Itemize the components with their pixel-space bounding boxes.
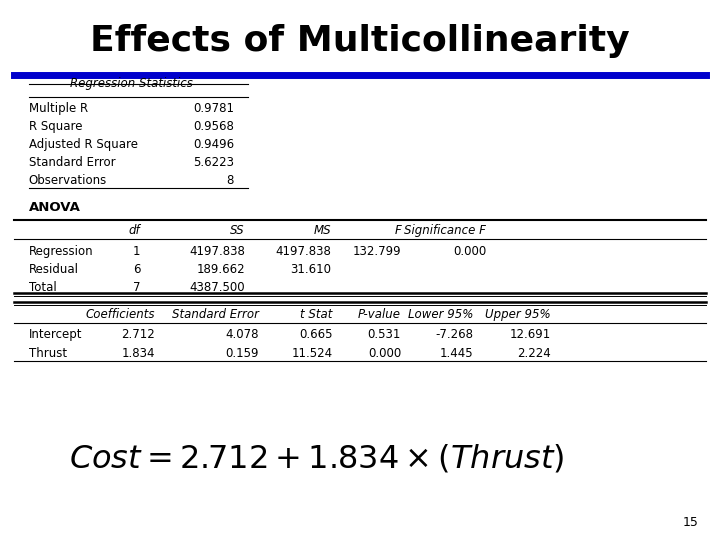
Text: P-value: P-value [358,308,401,321]
Text: 4.078: 4.078 [225,328,259,341]
Text: Standard Error: Standard Error [29,156,115,168]
Text: 4197.838: 4197.838 [275,245,331,258]
Text: Significance F: Significance F [404,224,486,237]
Text: 7: 7 [133,281,140,294]
Text: Adjusted R Square: Adjusted R Square [29,138,138,151]
Text: 1.445: 1.445 [440,347,474,360]
Text: Regression: Regression [29,245,94,258]
Text: R Square: R Square [29,120,82,133]
Text: Thrust: Thrust [29,347,67,360]
Text: 0.665: 0.665 [299,328,333,341]
Text: F: F [395,224,402,237]
Text: 0.531: 0.531 [368,328,401,341]
Text: 0.9568: 0.9568 [193,120,234,133]
Text: 5.6223: 5.6223 [193,156,234,168]
Text: Lower 95%: Lower 95% [408,308,474,321]
Text: MS: MS [314,224,331,237]
Text: Regression Statistics: Regression Statistics [70,77,193,90]
Text: Multiple R: Multiple R [29,102,88,115]
Text: Coefficients: Coefficients [85,308,155,321]
Text: 6: 6 [133,263,140,276]
Text: Total: Total [29,281,57,294]
Text: 1: 1 [133,245,140,258]
Text: 132.799: 132.799 [353,245,402,258]
Text: Upper 95%: Upper 95% [485,308,551,321]
Text: 11.524: 11.524 [292,347,333,360]
Text: SS: SS [230,224,245,237]
Text: 0.000: 0.000 [453,245,486,258]
Text: Residual: Residual [29,263,78,276]
Text: 2.712: 2.712 [121,328,155,341]
Text: Standard Error: Standard Error [172,308,259,321]
Text: 15: 15 [683,516,698,529]
Text: Effects of Multicollinearity: Effects of Multicollinearity [90,24,630,58]
Text: 4387.500: 4387.500 [189,281,245,294]
Text: 31.610: 31.610 [290,263,331,276]
Text: Observations: Observations [29,173,107,186]
Text: t Stat: t Stat [300,308,333,321]
Text: 1.834: 1.834 [121,347,155,360]
Text: 2.224: 2.224 [517,347,551,360]
Text: $\mathit{Cost} = 2.712 + 1.834 \times (\mathit{Thrust})$: $\mathit{Cost} = 2.712 + 1.834 \times (\… [69,443,564,475]
Text: Intercept: Intercept [29,328,82,341]
Text: 189.662: 189.662 [196,263,245,276]
Text: 0.9496: 0.9496 [193,138,234,151]
Text: 8: 8 [227,173,234,186]
Text: 12.691: 12.691 [510,328,551,341]
Text: 0.9781: 0.9781 [193,102,234,115]
Text: df: df [129,224,140,237]
Text: 0.159: 0.159 [225,347,259,360]
Text: ANOVA: ANOVA [29,201,81,214]
Text: -7.268: -7.268 [436,328,474,341]
Text: 0.000: 0.000 [368,347,401,360]
Text: 4197.838: 4197.838 [189,245,245,258]
